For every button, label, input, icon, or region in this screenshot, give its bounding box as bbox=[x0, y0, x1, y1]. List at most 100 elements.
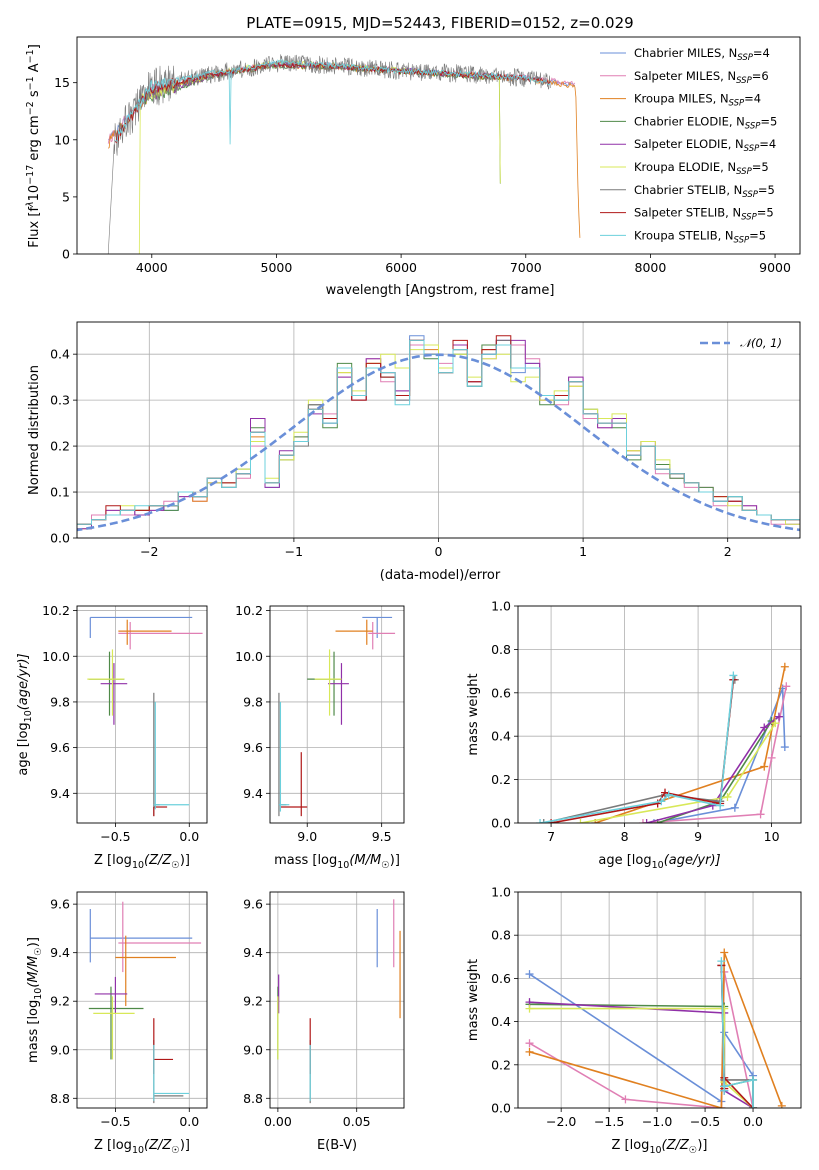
x-tick-label: 8000 bbox=[635, 260, 667, 275]
weight-line-salpeter-miles bbox=[642, 686, 788, 823]
y-tick-label: 15 bbox=[54, 75, 70, 90]
axes-age_vs_mass: 9.0 9.5 9.4 9.6 9.8 10.0 10.2 mass [log10(M/M☉)… bbox=[235, 603, 405, 871]
weight-line-salpeter-miles bbox=[529, 971, 754, 1108]
weight-marker bbox=[716, 801, 725, 810]
y-tick-label: 0.4 bbox=[491, 1014, 511, 1029]
y-tick-label: 9.4 bbox=[50, 786, 70, 801]
x-tick-label: −0.5 bbox=[100, 1114, 130, 1129]
errorbar-kroupa-miles bbox=[118, 619, 172, 645]
y-tick-label: 8.8 bbox=[243, 1091, 263, 1106]
axes-frame bbox=[76, 36, 801, 255]
spectrum-line-kroupa-stelib bbox=[114, 58, 551, 145]
axes-frame bbox=[269, 891, 405, 1109]
y-tick-label: 9.8 bbox=[243, 694, 263, 709]
x-tick-label: −0.5 bbox=[100, 829, 130, 844]
x-tick-label: 10 bbox=[764, 829, 780, 844]
y-tick-label: 9.0 bbox=[243, 1042, 263, 1057]
errorbar-salpeter-stelib bbox=[153, 806, 168, 817]
x-tick-label: 0.0 bbox=[179, 1114, 199, 1129]
y-tick-label: 10.0 bbox=[42, 649, 70, 664]
plot-area-age_vs_mass bbox=[278, 616, 396, 817]
y-tick-label: 9.0 bbox=[50, 1042, 70, 1057]
y-tick-label: 9.2 bbox=[243, 994, 263, 1009]
x-tick-label: −0.5 bbox=[690, 1114, 720, 1129]
residuals-ylabel: Normed distribution bbox=[27, 365, 42, 495]
errorbar-chabrier-miles bbox=[362, 616, 393, 638]
errorbar-kroupa-miles bbox=[335, 619, 373, 645]
legend-label: Chabrier MILES, NSSP=4 bbox=[634, 46, 770, 63]
weight_vs_age-ylabel: mass weight bbox=[466, 673, 481, 755]
axes-frame bbox=[76, 605, 208, 824]
x-tick-label: 9.5 bbox=[372, 829, 392, 844]
x-tick-label: 8 bbox=[621, 829, 629, 844]
y-tick-label: 10 bbox=[54, 132, 70, 147]
spectrum-xlabel: wavelength [Angstrom, rest frame] bbox=[326, 283, 555, 298]
spectrum-ylabel: Flux [fλ10−17 erg cm−2 s−1 A−1] bbox=[25, 44, 42, 248]
weight-marker bbox=[642, 819, 651, 823]
weight-marker bbox=[730, 803, 739, 812]
spectrum-line-salpeter-stelib bbox=[114, 61, 551, 144]
weight-line-salpeter-elodie bbox=[646, 716, 780, 823]
y-tick-label: 9.6 bbox=[243, 740, 263, 755]
y-tick-label: 0.6 bbox=[491, 971, 511, 986]
y-tick-label: 0.8 bbox=[491, 642, 511, 657]
x-tick-label: 0.0 bbox=[743, 1114, 763, 1129]
y-tick-label: 9.2 bbox=[50, 994, 70, 1009]
y-tick-label: 0 bbox=[62, 247, 70, 262]
axes-residuals: −2 −1 0 1 2 0.0 0.1 0.2 0.3 0.4 (data-model)/error… bbox=[27, 321, 801, 583]
weight-marker bbox=[657, 797, 666, 806]
weight-marker bbox=[638, 819, 647, 823]
plot-layer: 4000 5000 6000 7000 8000 9000051015wavelength… bbox=[16, 36, 802, 1156]
x-tick-label: −1.0 bbox=[642, 1114, 672, 1129]
weight_vs_Z-xlabel: Z [log10(Z/Z☉)] bbox=[612, 1138, 708, 1156]
y-tick-label: 9.4 bbox=[50, 945, 70, 960]
residuals-xlabel: (data-model)/error bbox=[380, 568, 501, 583]
y-tick-label: 0.6 bbox=[491, 685, 511, 700]
x-tick-label: 0.00 bbox=[264, 1114, 292, 1129]
plot-area-mass_vs_EBV bbox=[277, 899, 401, 1104]
y-tick-label: 0.4 bbox=[50, 347, 70, 362]
legend-label: Salpeter ELODIE, NSSP=4 bbox=[634, 137, 776, 154]
age_vs_Z-ylabel: age [log10(age/yr)] bbox=[16, 653, 34, 775]
y-tick-label: 9.6 bbox=[50, 897, 70, 912]
errorbar-kroupa-elodie bbox=[314, 649, 342, 716]
axes-mass_vs_Z: −0.5 0.0 8.8 9.0 9.2 9.4 9.6 Z [log10(Z/Z☉)] mas… bbox=[26, 891, 208, 1156]
axes-frame bbox=[76, 321, 801, 539]
axes-frame bbox=[76, 891, 208, 1109]
weight-marker bbox=[782, 682, 791, 691]
weight-marker bbox=[780, 743, 789, 752]
y-tick-label: 9.4 bbox=[243, 945, 263, 960]
weight-marker bbox=[717, 1104, 726, 1108]
y-tick-label: 10.2 bbox=[235, 603, 263, 618]
y-tick-label: 0.2 bbox=[491, 1057, 511, 1072]
y-tick-label: 10.2 bbox=[42, 603, 70, 618]
y-tick-label: 0.4 bbox=[491, 729, 511, 744]
weight-marker bbox=[749, 1075, 758, 1084]
weight-marker bbox=[756, 810, 765, 819]
errorbar-salpeter-miles bbox=[118, 621, 203, 650]
errorbar-kroupa-stelib bbox=[153, 1044, 190, 1101]
weight-marker bbox=[525, 970, 534, 979]
y-tick-label: 0.0 bbox=[491, 816, 511, 831]
y-tick-label: 0.0 bbox=[491, 1101, 511, 1116]
x-tick-label: 7 bbox=[547, 829, 555, 844]
weight-marker bbox=[525, 1039, 534, 1048]
weight-marker bbox=[576, 819, 585, 823]
legend-label: Kroupa STELIB, NSSP=5 bbox=[634, 228, 766, 245]
y-tick-label: 0.1 bbox=[50, 485, 70, 500]
y-tick-label: 9.8 bbox=[50, 694, 70, 709]
y-tick-label: 8.8 bbox=[50, 1091, 70, 1106]
legend-label: 𝒩(0, 1) bbox=[740, 336, 782, 350]
legend-label: Kroupa ELODIE, NSSP=5 bbox=[634, 160, 769, 177]
normal-curve bbox=[77, 353, 800, 532]
weight-marker bbox=[708, 801, 717, 810]
weight-marker bbox=[760, 762, 769, 771]
weight-marker bbox=[621, 1095, 630, 1104]
x-tick-label: 9000 bbox=[759, 260, 791, 275]
y-tick-label: 9.6 bbox=[243, 897, 263, 912]
mass_vs_Z-xlabel: Z [log10(Z/Z☉)] bbox=[94, 1138, 190, 1156]
weight-marker bbox=[525, 1047, 534, 1056]
weight-marker bbox=[749, 1104, 758, 1108]
errorbar-salpeter-elodie bbox=[100, 663, 128, 725]
errorbar-kroupa-elodie bbox=[93, 996, 135, 1060]
